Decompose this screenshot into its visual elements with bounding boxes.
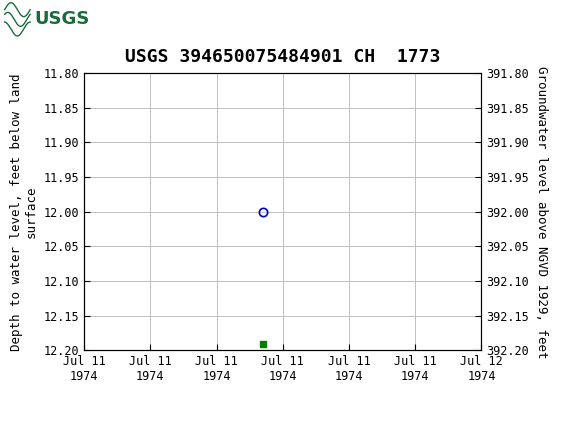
Y-axis label: Groundwater level above NGVD 1929, feet: Groundwater level above NGVD 1929, feet — [535, 65, 548, 358]
Title: USGS 394650075484901 CH  1773: USGS 394650075484901 CH 1773 — [125, 48, 440, 66]
Text: USGS: USGS — [35, 10, 90, 28]
Bar — [3, 2, 70, 37]
Y-axis label: Depth to water level, feet below land
surface: Depth to water level, feet below land su… — [10, 73, 38, 350]
